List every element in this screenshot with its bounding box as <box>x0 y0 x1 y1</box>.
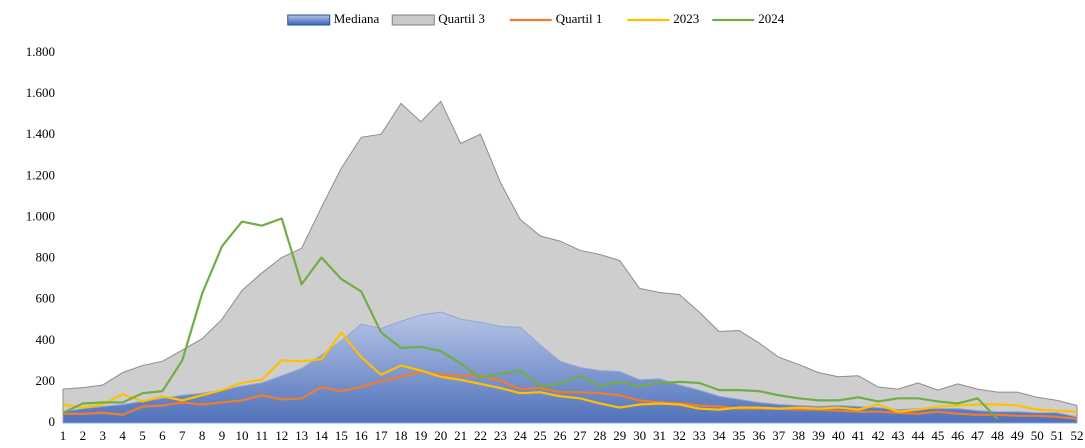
y-tick-label: 1.200 <box>26 167 55 182</box>
x-tick-label: 1 <box>60 428 67 443</box>
x-tick-label: 8 <box>199 428 206 443</box>
legend-swatch <box>391 14 435 26</box>
x-tick-label: 15 <box>335 428 348 443</box>
x-tick-label: 39 <box>812 428 825 443</box>
x-tick-label: 40 <box>832 428 845 443</box>
area <box>62 100 1078 424</box>
x-tick-label: 48 <box>991 428 1004 443</box>
x-tick-label: 28 <box>593 428 606 443</box>
x-tick-label: 12 <box>275 428 288 443</box>
x-tick-label: 4 <box>119 428 126 443</box>
x-tick-label: 9 <box>219 428 226 443</box>
x-tick-label: 29 <box>613 428 626 443</box>
y-tick-label: 1.800 <box>26 44 55 59</box>
y-tick-label: 1.600 <box>26 85 55 100</box>
y-tick-label: 0 <box>49 414 56 429</box>
y-tick-label: 600 <box>36 291 56 306</box>
x-tick-label: 13 <box>295 428 308 443</box>
x-tick-label: 25 <box>534 428 547 443</box>
x-tick-label: 7 <box>179 428 186 443</box>
x-tick-label: 44 <box>911 428 925 443</box>
x-tick-label: 14 <box>315 428 329 443</box>
x-tick-label: 24 <box>514 428 528 443</box>
y-tick-label: 1.400 <box>26 126 55 141</box>
x-tick-label: 11 <box>256 428 269 443</box>
x-tick-label: 31 <box>653 428 666 443</box>
x-tick-label: 35 <box>733 428 746 443</box>
y-tick-label: 1.000 <box>26 208 55 223</box>
x-tick-label: 21 <box>454 428 467 443</box>
legend-label: Quartil 1 <box>556 11 603 26</box>
x-tick-label: 34 <box>713 428 727 443</box>
legend-label: Mediana <box>334 11 380 26</box>
x-tick-label: 3 <box>100 428 107 443</box>
x-tick-label: 18 <box>395 428 408 443</box>
x-tick-label: 27 <box>573 428 587 443</box>
legend-label: 2024 <box>758 11 785 26</box>
x-tick-label: 46 <box>951 428 965 443</box>
legend-label: Quartil 3 <box>438 11 485 26</box>
x-tick-label: 42 <box>872 428 885 443</box>
x-tick-label: 20 <box>434 428 447 443</box>
x-tick-label: 5 <box>139 428 146 443</box>
x-tick-label: 30 <box>633 428 646 443</box>
x-tick-label: 47 <box>971 428 985 443</box>
x-tick-label: 23 <box>494 428 507 443</box>
legend-swatch <box>287 14 331 26</box>
x-tick-label: 50 <box>1031 428 1044 443</box>
line <box>63 370 1078 420</box>
x-tick-label: 16 <box>355 428 369 443</box>
y-tick-label: 200 <box>36 373 56 388</box>
x-tick-label: 10 <box>235 428 248 443</box>
x-tick-label: 49 <box>1011 428 1024 443</box>
x-tick-label: 32 <box>673 428 686 443</box>
x-tick-label: 41 <box>852 428 865 443</box>
x-tick-label: 33 <box>693 428 706 443</box>
line <box>62 217 999 420</box>
x-tick-label: 17 <box>375 428 389 443</box>
line <box>62 331 1078 413</box>
x-tick-label: 36 <box>752 428 766 443</box>
x-tick-label: 2 <box>80 428 87 443</box>
y-tick-label: 800 <box>36 250 56 265</box>
x-tick-label: 38 <box>792 428 805 443</box>
x-tick-label: 45 <box>931 428 944 443</box>
x-tick-label: 37 <box>772 428 786 443</box>
x-tick-label: 26 <box>554 428 568 443</box>
x-tick-label: 51 <box>1051 428 1064 443</box>
x-tick-label: 6 <box>159 428 166 443</box>
x-tick-label: 19 <box>414 428 427 443</box>
x-tick-label: 43 <box>892 428 905 443</box>
x-tick-label: 22 <box>474 428 487 443</box>
legend: Mediana Quartil 3 Quartil 1 2023 2024 <box>287 11 785 26</box>
legend-label: 2023 <box>673 11 699 26</box>
x-tick-label: 52 <box>1071 428 1084 443</box>
y-tick-label: 400 <box>36 332 56 347</box>
